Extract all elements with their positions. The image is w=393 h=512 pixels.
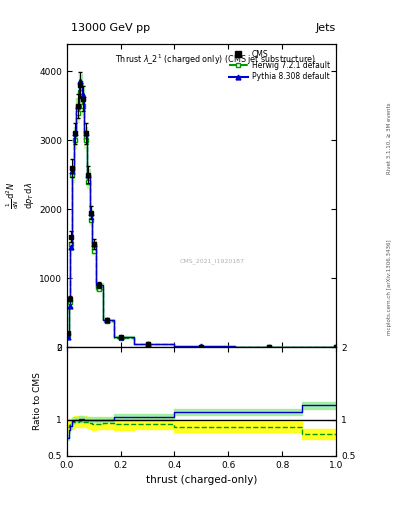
- Legend: CMS, Herwig 7.2.1 default, Pythia 8.308 default: CMS, Herwig 7.2.1 default, Pythia 8.308 …: [227, 47, 332, 83]
- Text: Rivet 3.1.10, ≥ 3M events: Rivet 3.1.10, ≥ 3M events: [387, 102, 392, 174]
- Text: 13000 GeV pp: 13000 GeV pp: [71, 23, 150, 33]
- Text: Jets: Jets: [316, 23, 336, 33]
- Text: mcplots.cern.ch [arXiv:1306.3436]: mcplots.cern.ch [arXiv:1306.3436]: [387, 239, 392, 334]
- Y-axis label: Ratio to CMS: Ratio to CMS: [33, 373, 42, 431]
- Text: Thrust $\lambda$_2$^1$ (charged only) (CMS jet substructure): Thrust $\lambda$_2$^1$ (charged only) (C…: [115, 53, 316, 67]
- X-axis label: thrust (charged-only): thrust (charged-only): [146, 475, 257, 485]
- Text: CMS_2021_I1920187: CMS_2021_I1920187: [180, 258, 245, 264]
- Y-axis label: $\frac{1}{\mathrm{d}N}\,\mathrm{d}^2N$
$\mathrm{d}p_T\,\mathrm{d}\lambda$: $\frac{1}{\mathrm{d}N}\,\mathrm{d}^2N$ $…: [5, 181, 36, 209]
